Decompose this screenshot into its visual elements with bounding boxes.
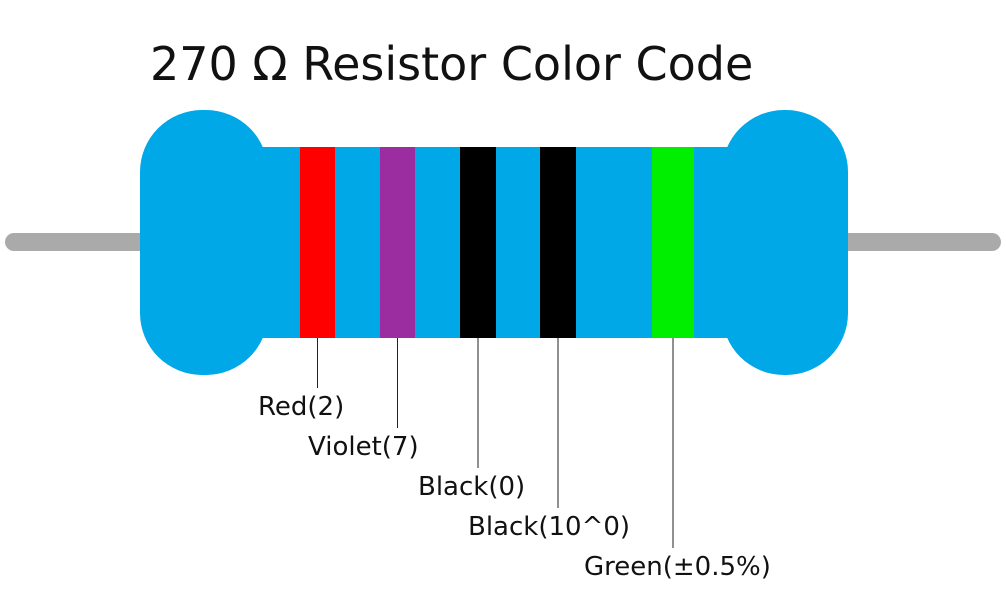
band-label: Green(±0.5%) — [584, 552, 771, 582]
body-end-left — [140, 110, 268, 375]
band-label: Black(10^0) — [468, 512, 630, 542]
band — [540, 147, 576, 338]
band — [380, 147, 415, 338]
band-label: Black(0) — [418, 472, 525, 502]
bands: Red(2) Violet(7) Black(0) Black(10^0) Green(… — [258, 147, 771, 582]
band-label: Red(2) — [258, 392, 344, 422]
title: 270 Ω Resistor Color Code — [150, 37, 753, 91]
band-label: Violet(7) — [308, 432, 419, 462]
band — [652, 147, 694, 338]
band — [460, 147, 496, 338]
body-end-right — [722, 110, 848, 375]
band — [300, 147, 335, 338]
